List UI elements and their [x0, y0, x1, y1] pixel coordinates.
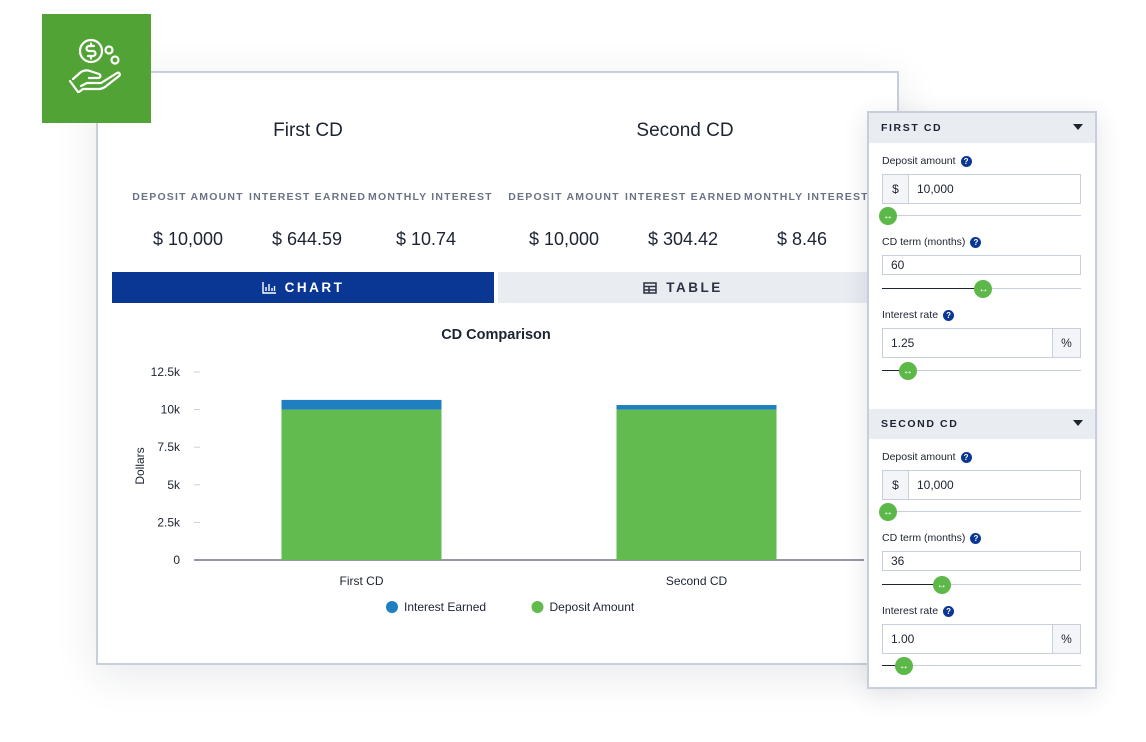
first-term-input[interactable]: [883, 256, 1080, 274]
y-tick-label: 12.5k: [151, 365, 181, 379]
cd-comparison-chart: Dollars 0 2.5k 5k 7.5k 10k 12.5k First CD Second…: [133, 365, 864, 614]
second-rate-input[interactable]: [883, 625, 1052, 653]
slider-handle-icon[interactable]: ↔: [878, 503, 897, 521]
first-rate-slider[interactable]: ↔: [882, 362, 1081, 380]
bar-interest-earned: [616, 405, 777, 410]
slider-handle-icon[interactable]: ↔: [894, 657, 913, 675]
first-cd-section-header[interactable]: FIRST CD: [869, 113, 1095, 143]
first-deposit-label: DEPOSIT AMOUNT: [132, 191, 244, 203]
second-deposit-field-label: Deposit amount ?: [882, 451, 972, 463]
legend-label: Interest Earned: [404, 600, 486, 614]
help-icon[interactable]: ?: [943, 309, 955, 321]
legend-marker: [531, 601, 544, 613]
first-deposit-input[interactable]: [909, 175, 1080, 203]
y-tick-label: 10k: [161, 403, 181, 417]
first-deposit-value: $ 10,000: [152, 229, 224, 249]
slider-fill: [882, 584, 942, 585]
bar-interest-earned: [281, 399, 442, 410]
x-tick-label: Second CD: [666, 574, 728, 588]
first-deposit-slider[interactable]: ↔: [878, 207, 1081, 225]
second-term-input[interactable]: [883, 552, 1080, 570]
second-deposit-value: $ 10,000: [528, 229, 600, 249]
chevron-down-icon[interactable]: [1073, 124, 1083, 130]
currency-prefix: $: [883, 471, 909, 499]
slider-fill: [882, 288, 984, 289]
slider-handle-icon[interactable]: ↔: [898, 362, 917, 380]
slider-fill: [882, 370, 908, 371]
second-monthly-value: $ 8.46: [776, 229, 828, 249]
y-tick-label: 0: [173, 553, 180, 567]
percent-suffix: %: [1052, 625, 1080, 653]
second-cd-section-title: SECOND CD: [881, 418, 959, 430]
second-deposit-label-text: Deposit amount: [882, 451, 956, 463]
second-cd-title: Second CD: [636, 120, 734, 141]
settings-panel: FIRST CD Deposit amount ? $ ↔ CD term (m…: [867, 111, 1097, 689]
y-tick-label: 7.5k: [157, 440, 181, 454]
logo-tile: [42, 14, 151, 123]
bar-deposit-amount: [616, 409, 777, 560]
tab-table-label: TABLE: [666, 280, 723, 295]
second-rate-field-label: Interest rate ?: [882, 605, 955, 617]
first-cd-title: First CD: [273, 120, 343, 141]
second-deposit-slider[interactable]: ↔: [878, 503, 1081, 521]
first-deposit-field-label: Deposit amount ?: [882, 155, 972, 167]
y-tick-label: 5k: [167, 478, 181, 492]
second-term-slider[interactable]: ↔: [882, 576, 1081, 594]
hand-holding-dollar-icon: [67, 36, 127, 101]
second-interest-label: INTEREST EARNED: [625, 191, 743, 203]
first-term-field-label: CD term (months) ?: [882, 236, 982, 248]
first-interest-label: INTEREST EARNED: [249, 191, 367, 203]
first-term-field: [882, 255, 1081, 275]
x-tick-label: First CD: [340, 574, 384, 588]
bar-chart-icon: [261, 281, 276, 294]
slider-handle-icon[interactable]: ↔: [878, 207, 897, 225]
first-deposit-field: $: [882, 174, 1081, 204]
legend-marker: [386, 601, 398, 613]
second-monthly-label: MONTHLY INTEREST: [744, 191, 869, 203]
second-term-field: [882, 551, 1081, 571]
second-deposit-label: DEPOSIT AMOUNT: [508, 191, 620, 203]
tab-table[interactable]: TABLE: [498, 272, 868, 303]
second-rate-field: %: [882, 624, 1081, 654]
help-icon[interactable]: ?: [970, 236, 982, 248]
y-axis-label: Dollars: [133, 447, 147, 484]
first-term-slider[interactable]: ↔: [882, 280, 1081, 298]
slider-fill: [882, 665, 904, 666]
first-deposit-label-text: Deposit amount: [882, 155, 956, 167]
second-rate-label-text: Interest rate: [882, 605, 939, 617]
second-term-label-text: CD term (months): [882, 532, 966, 544]
first-monthly-value: $ 10.74: [395, 229, 457, 249]
tab-chart[interactable]: CHART: [112, 272, 494, 303]
tab-chart-label: CHART: [284, 280, 345, 295]
slider-handle-icon[interactable]: ↔: [974, 280, 993, 298]
first-rate-field: %: [882, 328, 1081, 358]
help-icon[interactable]: ?: [943, 605, 955, 617]
currency-prefix: $: [883, 175, 909, 203]
chevron-down-icon[interactable]: [1073, 420, 1083, 426]
second-rate-slider[interactable]: ↔: [882, 657, 1081, 675]
calculator-card: [96, 71, 899, 665]
first-interest-value: $ 644.59: [271, 229, 343, 249]
first-rate-field-label: Interest rate ?: [882, 309, 955, 321]
chart-title: CD Comparison: [441, 327, 551, 343]
first-term-label-text: CD term (months): [882, 236, 966, 248]
first-cd-section-title: FIRST CD: [881, 122, 943, 134]
y-tick-label: 2.5k: [157, 515, 181, 529]
bar-deposit-amount: [281, 409, 442, 560]
help-icon[interactable]: ?: [960, 155, 972, 167]
second-deposit-field: $: [882, 470, 1081, 500]
first-rate-label-text: Interest rate: [882, 309, 939, 321]
first-monthly-label: MONTHLY INTEREST: [368, 191, 493, 203]
help-icon[interactable]: ?: [970, 532, 982, 544]
slider-handle-icon[interactable]: ↔: [932, 576, 951, 594]
help-icon[interactable]: ?: [960, 451, 972, 463]
second-interest-value: $ 304.42: [647, 229, 719, 249]
table-icon: [643, 281, 657, 294]
second-deposit-input[interactable]: [909, 471, 1080, 499]
second-cd-section-header[interactable]: SECOND CD: [869, 409, 1095, 439]
first-rate-input[interactable]: [883, 329, 1052, 357]
second-term-field-label: CD term (months) ?: [882, 532, 982, 544]
legend-label: Deposit Amount: [550, 600, 635, 614]
percent-suffix: %: [1052, 329, 1080, 357]
